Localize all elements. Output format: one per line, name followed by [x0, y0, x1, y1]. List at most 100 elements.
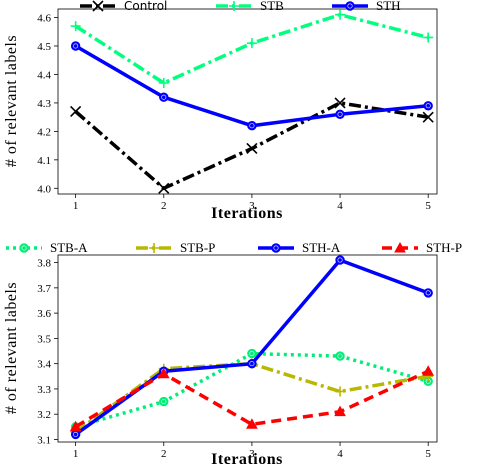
- ytick-label: 3.5: [37, 333, 51, 345]
- point-sth-a: [423, 288, 433, 298]
- legend-marker-control: [92, 0, 104, 12]
- point-sth-ring: [73, 43, 79, 49]
- legend-marker-sth-a: [271, 243, 281, 253]
- xtick-label: 3: [249, 200, 255, 212]
- point-stb-a: [247, 348, 257, 359]
- legend-label-control: Control: [124, 0, 167, 13]
- ytick-label: 4.3: [37, 98, 51, 110]
- chart-top: 4.0 4.1 4.2 4.3 4.4 4.5 4.6 1 2 3 4 5 Control STB ST…: [3, 0, 438, 222]
- plot-frame-top: [57, 8, 438, 195]
- point-stb-a-ring: [337, 353, 343, 359]
- legend-marker-stb-a: [19, 243, 29, 253]
- ytick-label: 3.7: [37, 283, 51, 295]
- xtick-label: 1: [73, 200, 79, 212]
- ytick-label: 3.2: [37, 409, 51, 421]
- xtick-label: 5: [425, 448, 431, 460]
- xtick-label: 1: [73, 448, 79, 460]
- series-top: [70, 9, 434, 194]
- legend-label-stb-a: STB-A: [50, 240, 88, 255]
- point-sth-a: [70, 429, 81, 440]
- point-sth: [423, 101, 433, 111]
- point-sth-p: [334, 405, 346, 417]
- legend-marker-stb-a-ring: [21, 245, 27, 251]
- legend-marker-sth-p: [394, 241, 406, 253]
- xtick-label: 3: [249, 448, 255, 460]
- legend-label-sth: STH: [376, 0, 401, 13]
- point-stb: [335, 9, 346, 20]
- legend-marker-stb-p: [149, 243, 159, 253]
- x-ticks-bottom: 1 2 3 4 5: [73, 442, 431, 460]
- xlabel-bottom: Iterations: [211, 451, 283, 464]
- series-line-stb-a: [75, 351, 429, 429]
- xtick-label: 4: [337, 200, 343, 212]
- point-sth-ring: [249, 123, 255, 129]
- legend-label-sth-a: STH-A: [302, 240, 341, 255]
- point-sth-a-ring: [73, 431, 79, 437]
- series-line-control: [74, 101, 429, 191]
- point-stb-a-ring: [249, 351, 255, 357]
- ytick-label: 4.5: [37, 41, 51, 53]
- xtick-label: 2: [161, 448, 167, 460]
- ytick-label: 4.4: [37, 69, 51, 81]
- legend-marker-sth-ring: [347, 3, 353, 9]
- ytick-label: 3.1: [37, 434, 51, 446]
- point-stb: [423, 32, 434, 43]
- ylabel-top: # of relevant labels: [3, 35, 20, 167]
- legend-label-stb-p: STB-P: [180, 240, 215, 255]
- series-line-sth-a: [74, 258, 429, 436]
- legend-bottom: STB-A STB-P STH-A STH-P: [6, 240, 462, 255]
- legend-marker-stb: [229, 1, 239, 11]
- point-sth-p: [422, 365, 435, 376]
- point-sth-a-ring: [249, 361, 255, 367]
- point-stb: [246, 38, 257, 49]
- point-control: [246, 142, 258, 155]
- legend-marker-sth-a-ring: [273, 245, 279, 251]
- point-stb-p: [335, 386, 346, 397]
- point-sth-a-ring: [337, 257, 343, 263]
- ytick-label: 3.3: [37, 384, 51, 396]
- point-sth-p: [246, 418, 258, 429]
- point-sth: [335, 109, 345, 120]
- point-sth-a: [335, 255, 345, 265]
- ytick-label: 3.6: [37, 308, 51, 320]
- x-ticks-top: 1 2 3 4 5: [73, 194, 431, 212]
- series-bottom: [69, 255, 435, 440]
- legend-label-stb: STB: [260, 0, 284, 13]
- point-control: [422, 111, 434, 123]
- point-stb-a-ring: [161, 399, 167, 405]
- legend-marker-sth: [345, 1, 355, 11]
- point-sth: [70, 41, 81, 51]
- ytick-label: 4.1: [37, 155, 51, 167]
- point-sth-a: [247, 358, 257, 369]
- point-sth-p: [157, 367, 170, 379]
- series-line-stb: [74, 12, 429, 85]
- legend-top: Control STB STH: [80, 0, 401, 13]
- point-sth-p: [69, 420, 82, 432]
- point-sth-ring: [337, 111, 343, 117]
- ytick-label: 4.0: [37, 183, 51, 195]
- point-sth-ring: [425, 103, 431, 109]
- xlabel-top: Iterations: [211, 205, 283, 222]
- ylabel-bottom: # of relevant labels: [3, 282, 20, 414]
- xtick-label: 4: [337, 448, 343, 460]
- point-control: [70, 105, 82, 118]
- ytick-label: 3.8: [37, 258, 51, 270]
- y-ticks-bottom: 3.1 3.2 3.3 3.4 3.5 3.6 3.7 3.8: [37, 258, 58, 446]
- ytick-label: 4.6: [37, 13, 51, 25]
- ytick-label: 3.4: [37, 359, 51, 371]
- y-ticks-top: 4.0 4.1 4.2 4.3 4.4 4.5 4.6: [37, 13, 58, 195]
- legend-label-sth-p: STH-P: [426, 240, 462, 255]
- point-sth: [159, 92, 169, 102]
- series-line-sth-p: [74, 369, 429, 429]
- plot-frame-bottom: [57, 254, 438, 443]
- point-stb: [70, 21, 81, 32]
- ytick-label: 4.2: [37, 126, 51, 138]
- point-sth-a-ring: [425, 290, 431, 296]
- xtick-label: 5: [425, 200, 431, 212]
- series-line-sth: [74, 44, 429, 128]
- point-sth-ring: [161, 94, 167, 100]
- point-control: [158, 182, 170, 194]
- point-sth: [247, 120, 257, 131]
